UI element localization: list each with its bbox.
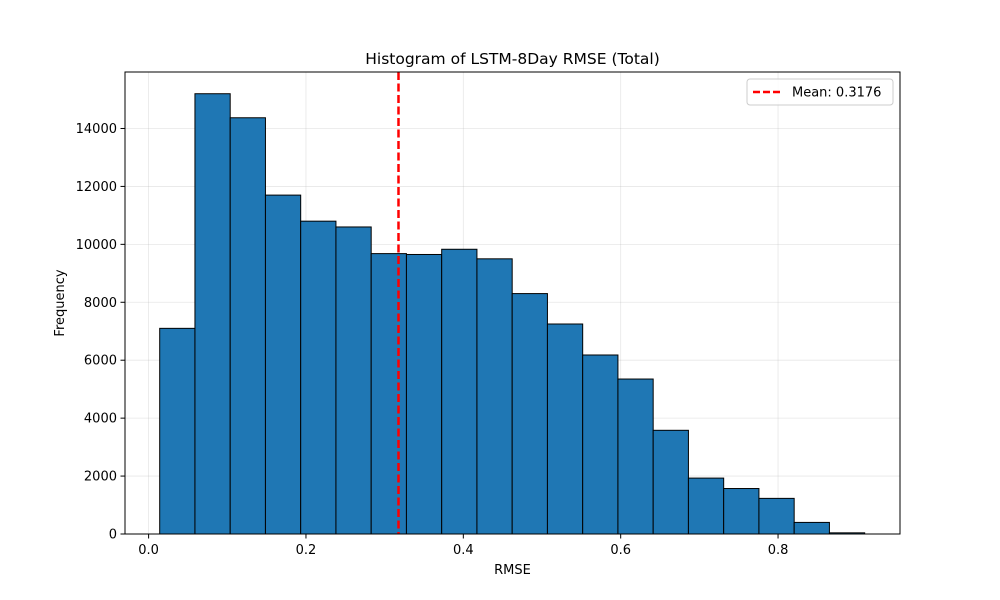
x-tick-label: 0.6 bbox=[610, 543, 631, 558]
y-tick-label: 14000 bbox=[76, 122, 117, 137]
y-tick-label: 12000 bbox=[76, 180, 117, 195]
x-tick-label: 0.4 bbox=[453, 543, 474, 558]
histogram-bar bbox=[159, 327, 196, 535]
y-tick-label: 6000 bbox=[84, 354, 117, 369]
y-axis-label: Frequency bbox=[53, 269, 68, 336]
histogram-bar bbox=[758, 497, 795, 535]
legend-mean-label: Mean: 0.3176 bbox=[792, 86, 881, 101]
legend-box bbox=[746, 78, 894, 106]
histogram-bar bbox=[723, 488, 760, 535]
y-ticks: 0 2000 4000 6000 8000 10000 12000 14000 bbox=[76, 122, 125, 543]
legend: Mean: 0.3176 bbox=[746, 78, 894, 106]
chart-title: Histogram of LSTM-8Day RMSE (Total) bbox=[365, 50, 660, 68]
y-tick-label: 2000 bbox=[84, 470, 117, 485]
x-tick-label: 0.8 bbox=[768, 543, 789, 558]
y-tick-label: 10000 bbox=[76, 238, 117, 253]
x-tick-label: 0.0 bbox=[138, 543, 159, 558]
histogram-bar bbox=[511, 293, 548, 535]
histogram-bar bbox=[476, 258, 513, 535]
histogram-bar bbox=[335, 226, 372, 535]
histogram-bar bbox=[582, 354, 619, 535]
x-axis-label: RMSE bbox=[494, 563, 531, 578]
x-tick-label: 0.2 bbox=[296, 543, 317, 558]
histogram-bar bbox=[793, 521, 830, 535]
histogram-bar bbox=[194, 93, 231, 535]
axes-frame bbox=[124, 71, 901, 535]
histogram-bar bbox=[652, 429, 689, 535]
histogram-bar bbox=[229, 117, 266, 535]
y-tick-label: 8000 bbox=[84, 296, 117, 311]
bars-layer bbox=[159, 93, 866, 535]
histogram-bar bbox=[546, 323, 584, 535]
histogram-bar bbox=[441, 248, 478, 535]
y-tick-label: 0 bbox=[109, 528, 117, 543]
histogram-bar bbox=[687, 477, 725, 535]
histogram-bar bbox=[405, 253, 443, 535]
histogram-bar bbox=[264, 194, 302, 535]
histogram-bar bbox=[617, 378, 654, 535]
histogram-bar bbox=[300, 220, 337, 535]
histogram-bar bbox=[370, 253, 407, 535]
y-tick-label: 4000 bbox=[84, 412, 117, 427]
x-ticks: 0.0 0.2 0.4 0.6 0.8 bbox=[138, 534, 788, 558]
